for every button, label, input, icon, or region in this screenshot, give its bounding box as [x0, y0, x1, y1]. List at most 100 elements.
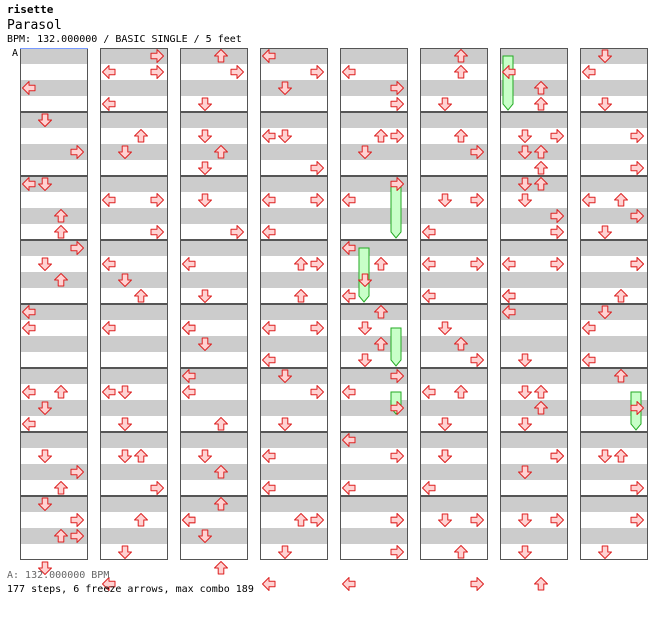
measure-5 — [20, 304, 88, 368]
down-arrow-icon — [278, 369, 292, 383]
up-arrow-icon — [534, 385, 548, 399]
right-arrow-icon — [390, 97, 404, 111]
right-arrow-icon — [150, 225, 164, 239]
beat-stripe — [580, 144, 648, 160]
chart-footer: A: 132.000000 BPM 177 steps, 6 freeze ar… — [7, 569, 254, 597]
measure-61 — [580, 304, 648, 368]
right-arrow-icon — [390, 81, 404, 95]
up-arrow-icon — [374, 337, 388, 351]
up-arrow-icon — [294, 257, 308, 271]
measure-22 — [180, 368, 248, 432]
right-arrow-icon — [470, 145, 484, 159]
beat-stripe — [20, 464, 88, 480]
beat-stripe — [100, 304, 168, 320]
beat-stripe — [420, 432, 488, 448]
left-arrow-icon — [22, 321, 36, 335]
beat-stripe — [580, 304, 648, 320]
down-arrow-icon — [358, 145, 372, 159]
down-arrow-icon — [438, 449, 452, 463]
down-arrow-icon — [518, 145, 532, 159]
down-arrow-icon — [118, 145, 132, 159]
left-arrow-icon — [582, 193, 596, 207]
measure-41 — [420, 48, 488, 112]
measure-7 — [20, 432, 88, 496]
down-arrow-icon — [598, 49, 612, 63]
right-arrow-icon — [630, 257, 644, 271]
down-arrow-icon — [598, 225, 612, 239]
left-arrow-icon — [102, 97, 116, 111]
beat-stripe — [340, 336, 408, 352]
down-arrow-icon — [38, 497, 52, 511]
beat-stripe — [20, 112, 88, 128]
down-arrow-icon — [198, 129, 212, 143]
up-arrow-icon — [294, 513, 308, 527]
up-arrow-icon — [454, 337, 468, 351]
right-arrow-icon — [550, 449, 564, 463]
measure-30 — [260, 368, 328, 432]
beat-stripe — [260, 464, 328, 480]
measure-21 — [180, 304, 248, 368]
left-arrow-icon — [22, 385, 36, 399]
down-arrow-icon — [118, 417, 132, 431]
left-arrow-icon — [502, 65, 516, 79]
beat-stripe — [500, 80, 568, 96]
measure-40 — [340, 496, 408, 560]
freeze-arrow-5 — [390, 391, 402, 415]
beat-stripe — [20, 432, 88, 448]
beat-stripe — [340, 48, 408, 64]
down-arrow-icon — [438, 97, 452, 111]
beat-stripe — [580, 432, 648, 448]
right-arrow-icon — [550, 513, 564, 527]
beat-stripe — [340, 432, 408, 448]
left-arrow-icon — [182, 369, 196, 383]
measure-18 — [180, 112, 248, 176]
beat-stripe — [260, 304, 328, 320]
beat-stripe — [260, 432, 328, 448]
beat-stripe — [100, 528, 168, 544]
measure-1 — [20, 48, 88, 112]
beat-stripe — [580, 400, 648, 416]
up-arrow-icon — [454, 545, 468, 559]
beat-stripe — [580, 336, 648, 352]
measure-14 — [100, 368, 168, 432]
up-arrow-icon — [294, 289, 308, 303]
beat-stripe — [100, 272, 168, 288]
up-arrow-icon — [454, 129, 468, 143]
measure-38 — [340, 368, 408, 432]
bpm-summary: A: 132.000000 BPM — [7, 570, 110, 581]
left-arrow-icon — [342, 65, 356, 79]
left-arrow-icon — [102, 257, 116, 271]
beat-stripe — [180, 304, 248, 320]
chart-header: risette Parasol BPM: 132.000000 / BASIC … — [7, 3, 242, 46]
right-arrow-icon — [550, 449, 564, 463]
measure-55 — [500, 432, 568, 496]
beat-stripe — [340, 368, 408, 384]
right-arrow-icon — [390, 545, 404, 559]
down-arrow-icon — [518, 353, 532, 367]
beat-stripe — [500, 208, 568, 224]
beat-stripe — [20, 368, 88, 384]
beat-stripe — [100, 208, 168, 224]
up-arrow-icon — [54, 273, 68, 287]
beat-stripe — [420, 528, 488, 544]
measure-54 — [500, 368, 568, 432]
measure-52 — [500, 240, 568, 304]
right-arrow-icon — [70, 145, 84, 159]
beat-stripe — [100, 496, 168, 512]
up-arrow-icon — [214, 497, 228, 511]
down-arrow-icon — [358, 353, 372, 367]
measure-50 — [500, 112, 568, 176]
up-arrow-icon — [534, 577, 548, 591]
down-arrow-icon — [278, 129, 292, 143]
measure-35 — [340, 176, 408, 240]
beat-stripe — [180, 176, 248, 192]
right-arrow-icon — [310, 385, 324, 399]
measure-31 — [260, 432, 328, 496]
down-arrow-icon — [518, 193, 532, 207]
beat-stripe — [20, 144, 88, 160]
measure-20 — [180, 240, 248, 304]
beat-stripe — [580, 368, 648, 384]
measure-60 — [580, 240, 648, 304]
beat-stripe — [580, 176, 648, 192]
measure-15 — [100, 432, 168, 496]
